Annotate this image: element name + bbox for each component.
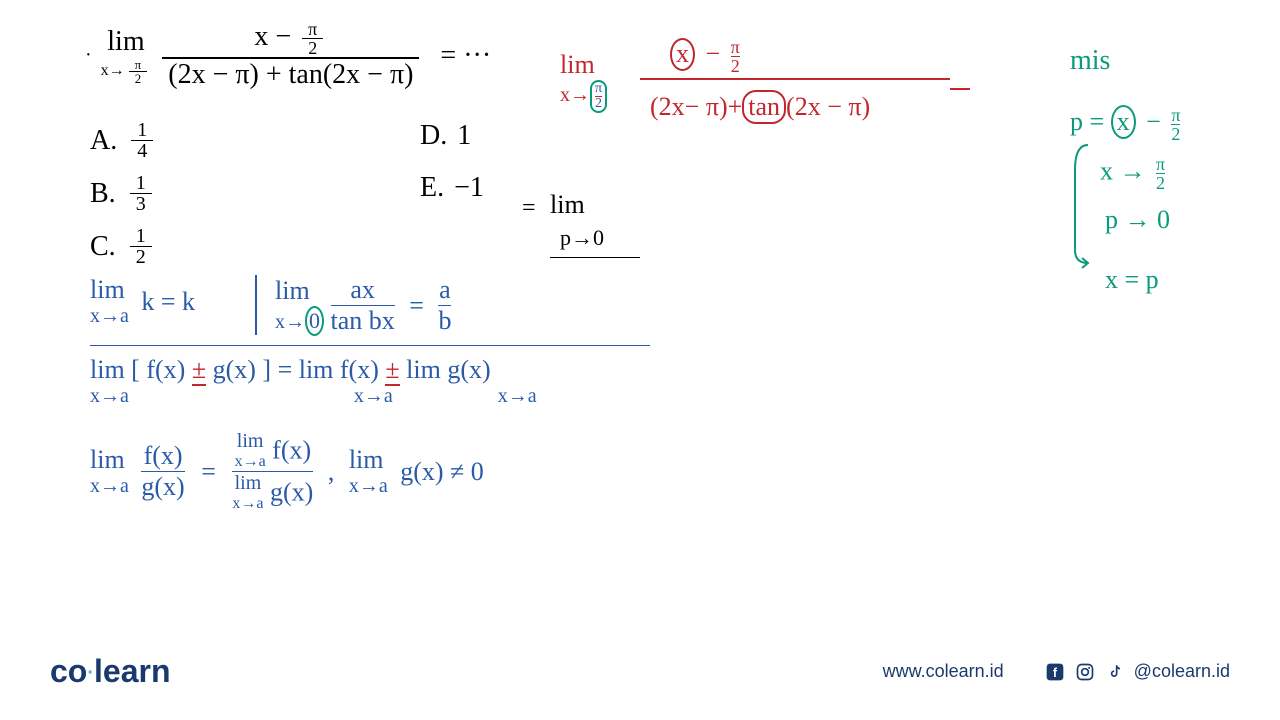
red-denominator: (2x− π)+tan(2x − π) (650, 90, 870, 124)
green-bracket-arrow (1070, 140, 1100, 270)
equals-dots: = ··· (440, 40, 491, 71)
footer-url: www.colearn.id (883, 661, 1004, 682)
options-right: D. 1 E. −1 (420, 120, 484, 216)
option-e: E. −1 (420, 172, 484, 204)
limit-label: lim x→π2 (101, 26, 152, 85)
substituted-limit: lim (550, 190, 585, 220)
red-frac-line (640, 78, 950, 80)
option-d: D. 1 (420, 120, 484, 152)
blue-rule-quotient: lim x→a f(x) g(x) = lim x→a f(x) lim x→a… (90, 430, 484, 513)
social-icons: f @colearn.id (1044, 661, 1230, 683)
main-fraction: x − π2 (2x − π) + tan(2x − π) (162, 20, 419, 91)
green-p-definition: p = x − π2 (1070, 105, 1180, 143)
blue-horizontal-divider (90, 345, 650, 346)
equals-before-sub-limit: = (522, 195, 536, 222)
tiktok-icon (1104, 661, 1126, 683)
logo: co·learn (50, 653, 171, 690)
green-x-equals-p: x = p (1105, 265, 1159, 295)
blue-rule-tan: lim x→0 ax tan bx = a b (275, 275, 451, 336)
blue-vertical-divider (255, 275, 257, 335)
blue-rule-sum: lim [ f(x) ± g(x) ] = lim f(x) ± lim g(x… (90, 355, 537, 408)
instagram-icon (1074, 661, 1096, 683)
red-numerator: x − π2 (670, 38, 740, 75)
red-limit: lim x→π2 (560, 50, 607, 113)
option-c: C. 12 (90, 226, 157, 267)
mis-label: mis (1070, 45, 1110, 77)
substituted-limit-sub: p→0 (560, 225, 604, 251)
facebook-icon: f (1044, 661, 1066, 683)
footer: co·learn www.colearn.id f @colearn.id (0, 653, 1280, 690)
substituted-limit-underline (550, 257, 640, 258)
problem-expression: · lim x→π2 x − π2 (2x − π) + tan(2x − π)… (85, 20, 491, 91)
blue-rule-constant: lim x→a k = k (90, 275, 195, 328)
green-p-approaches: p → 0 (1105, 205, 1170, 235)
social-handle: @colearn.id (1134, 661, 1230, 682)
options-left: A. 14 B. 13 C. 12 (90, 120, 157, 279)
option-a: A. 14 (90, 120, 157, 161)
red-frac-line-ext (950, 88, 970, 90)
green-x-approaches: x → π2 (1100, 155, 1165, 192)
option-b: B. 13 (90, 173, 157, 214)
